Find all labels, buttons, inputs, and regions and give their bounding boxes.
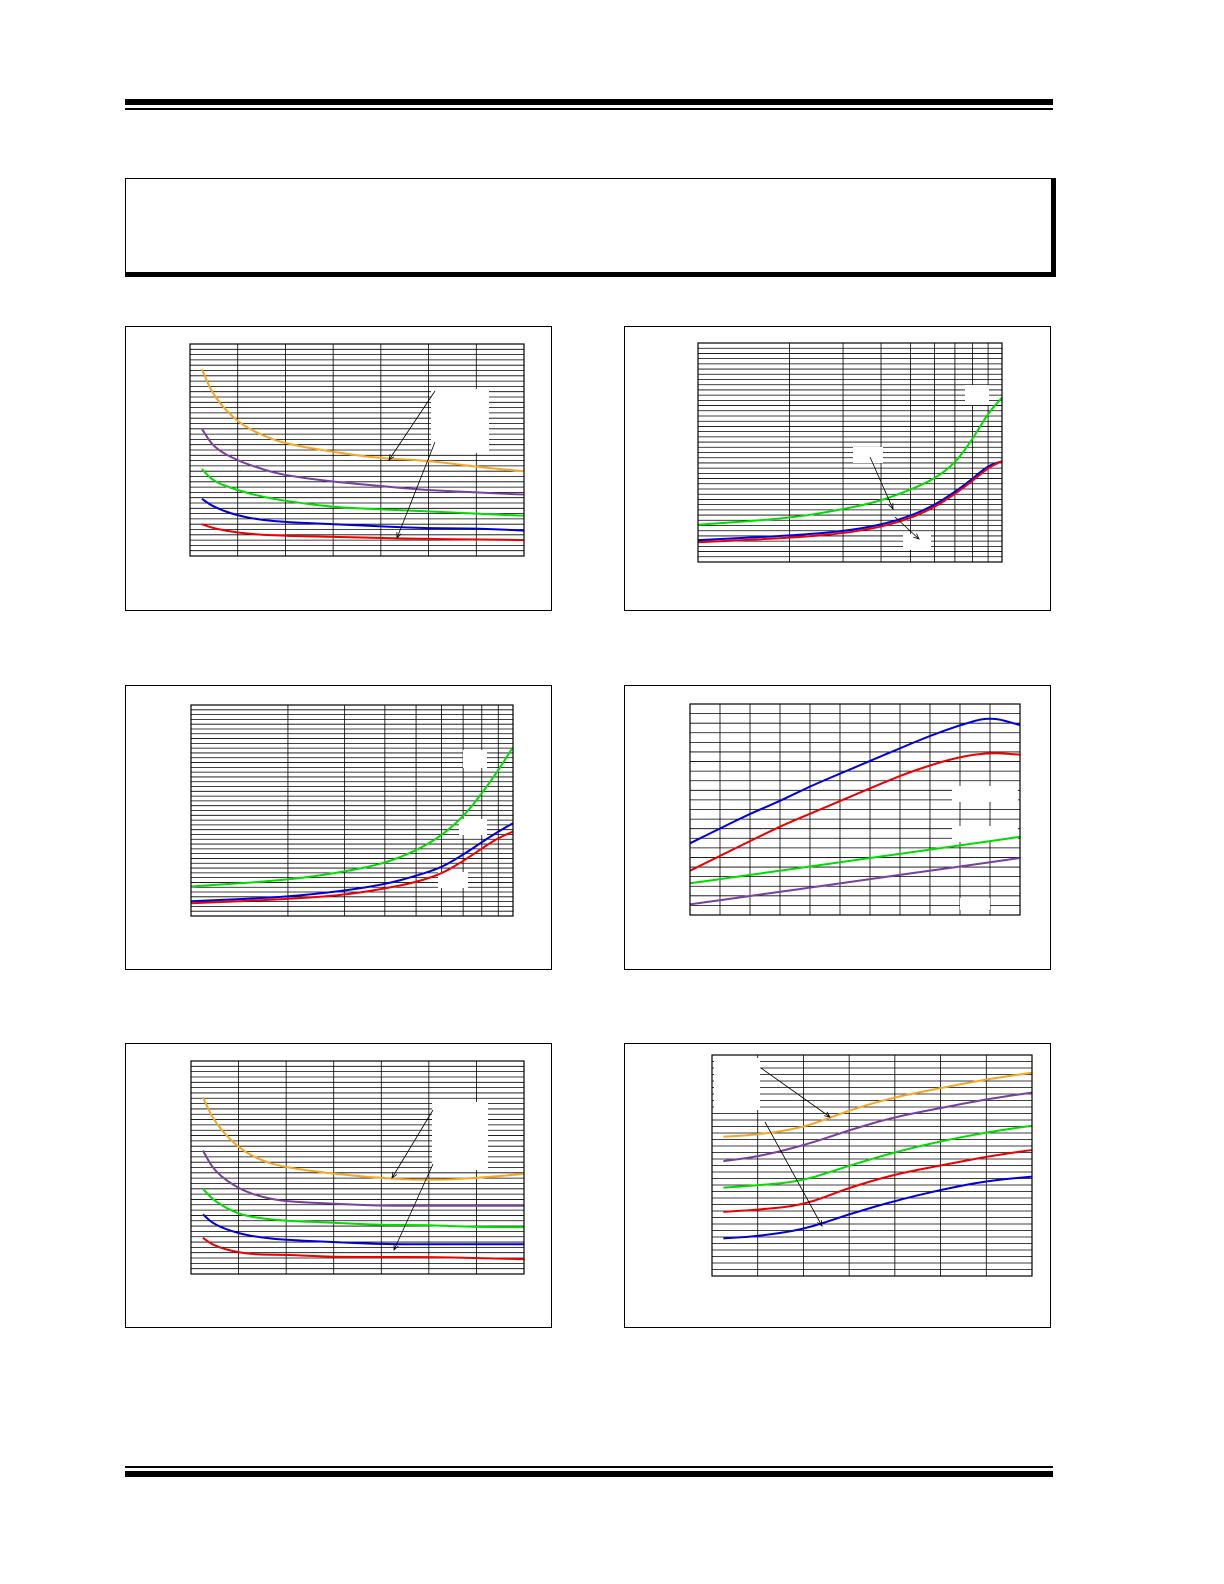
- series-line-2: [723, 1091, 1033, 1163]
- callout-arrowhead-2: [393, 1243, 399, 1251]
- legend-box-3: [438, 872, 468, 888]
- legend-box-1: [463, 750, 487, 768]
- series-line-2: [689, 752, 1021, 872]
- legend-box-1: [952, 786, 1018, 802]
- chart-2: [697, 342, 1003, 563]
- callout-arrow-1: [391, 1109, 434, 1179]
- callout-arrow-1: [388, 390, 436, 461]
- plot-border: [189, 343, 525, 557]
- plot-border: [190, 1060, 525, 1275]
- callout-arrowhead-1: [888, 502, 894, 510]
- series-line-1: [697, 396, 1003, 526]
- callout-arrow-1: [869, 456, 894, 510]
- legend-box-2: [853, 447, 883, 463]
- callout-arrow-1: [760, 1067, 831, 1118]
- series-line-2: [202, 1150, 524, 1207]
- chart-6-grid: [712, 1055, 1032, 1276]
- legend-box-3: [903, 534, 931, 550]
- series-line-5: [202, 1236, 525, 1261]
- chart-panel-4: [624, 685, 1051, 970]
- series-line-3: [723, 1124, 1033, 1189]
- callout-arrow-2: [393, 1163, 434, 1251]
- chart-1: [189, 343, 525, 557]
- series-line-5: [201, 523, 525, 542]
- series-line-4: [201, 497, 525, 532]
- series-line-1: [200, 369, 525, 473]
- series-line-1: [689, 717, 1021, 845]
- chart-panel-5: [125, 1043, 552, 1328]
- chart-3: [190, 704, 514, 917]
- callout-arrowhead-2: [817, 1219, 823, 1227]
- callout-arrowhead-1: [388, 454, 395, 461]
- series-line-4: [689, 856, 1021, 906]
- series-line-1: [190, 746, 514, 888]
- chart-4: [689, 703, 1021, 916]
- series-line-2: [697, 460, 1003, 542]
- callout-arrowhead-1: [824, 1111, 831, 1118]
- series-line-4: [723, 1148, 1033, 1213]
- plot-border: [697, 342, 1003, 563]
- plot-border: [190, 704, 514, 917]
- notice-box: [125, 178, 1056, 277]
- plot-border: [689, 703, 1021, 916]
- series-line-5: [723, 1175, 1033, 1240]
- chart-panel-2: [624, 326, 1051, 611]
- series-line-3: [190, 830, 514, 905]
- header-rule-thin: [125, 108, 1053, 110]
- series-line-3: [202, 1188, 524, 1229]
- legend-box-2: [952, 826, 1018, 842]
- chart-panel-3: [125, 685, 552, 970]
- legend-box-1: [965, 385, 989, 405]
- legend-box-1: [714, 1058, 760, 1110]
- legend-box-1: [432, 1102, 488, 1170]
- series-line-2: [201, 428, 525, 496]
- series-line-4: [202, 1213, 524, 1246]
- callout-arrow-2: [764, 1121, 823, 1227]
- callout-arrowhead-2: [913, 533, 920, 540]
- series-line-1: [723, 1071, 1033, 1138]
- series-line-3: [201, 468, 525, 517]
- chart-panel-6: [624, 1043, 1051, 1328]
- legend-box-2: [459, 819, 487, 835]
- legend-box-1: [431, 389, 489, 453]
- footer-rule-thin: [125, 1466, 1053, 1468]
- series-line-3: [689, 835, 1021, 885]
- footer-rule-thick: [125, 1471, 1053, 1477]
- chart-2-grid: [698, 343, 1002, 562]
- series-line-3: [697, 460, 1003, 544]
- plot-border: [711, 1054, 1033, 1277]
- header-rule-thick: [125, 99, 1053, 105]
- chart-panel-1: [125, 326, 552, 611]
- callout-arrow-2: [396, 441, 436, 539]
- chart-5: [190, 1060, 525, 1275]
- callout-arrowhead-1: [391, 1172, 398, 1179]
- legend-box-3: [960, 898, 990, 910]
- callout-arrowhead-2: [396, 531, 402, 539]
- chart-4-grid: [690, 704, 1020, 915]
- series-line-1: [201, 1096, 525, 1181]
- chart-6: [711, 1054, 1033, 1277]
- callout-arrow-2: [894, 516, 920, 540]
- series-line-2: [190, 822, 514, 903]
